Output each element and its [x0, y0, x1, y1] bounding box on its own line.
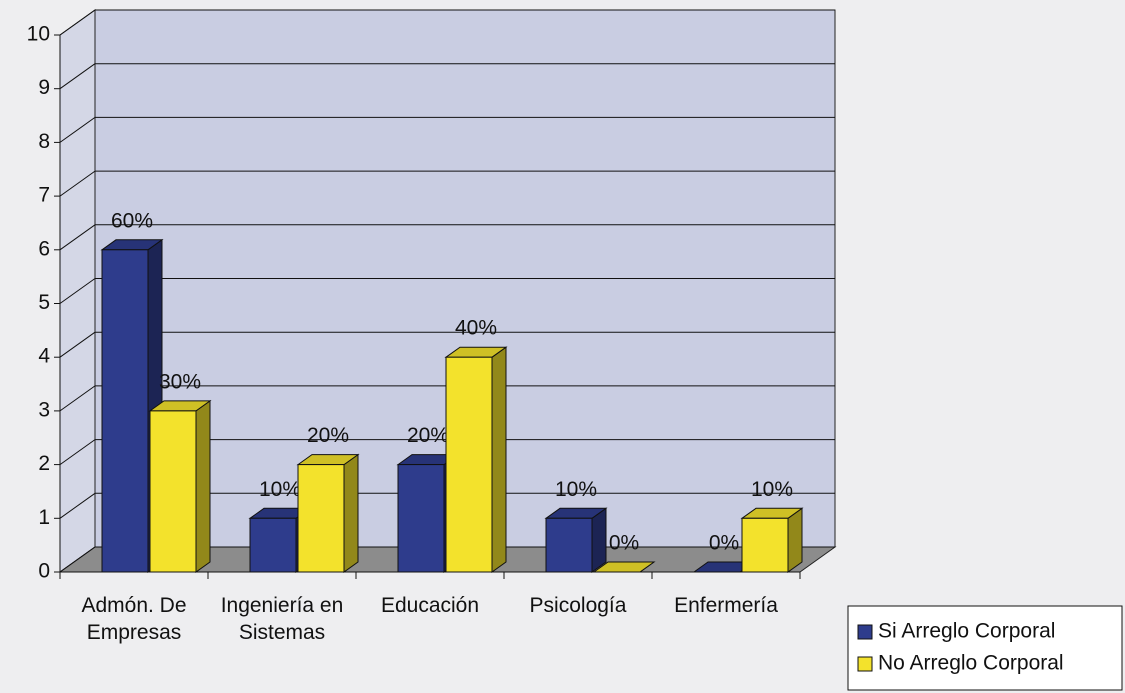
bar-front [101, 249, 149, 573]
legend-swatch [857, 656, 873, 672]
bar-front [397, 464, 445, 573]
y-tick-label: 0 [38, 560, 50, 583]
y-tick-label: 10 [27, 23, 50, 46]
x-tick-label: Educación [380, 594, 480, 617]
data-label: 20% [407, 424, 449, 447]
y-tick-label: 5 [38, 291, 50, 314]
bar [296, 453, 360, 573]
y-tick-label: 6 [38, 237, 50, 260]
y-tick-label: 1 [38, 506, 50, 529]
bar-side [343, 453, 359, 573]
data-label: 20% [307, 424, 349, 447]
y-tick-label: 9 [38, 76, 50, 99]
y-tick-label: 2 [38, 452, 50, 475]
data-label: 10% [751, 478, 793, 501]
x-tick-label: Ingeniería en Sistemas [220, 594, 344, 644]
bar-side [491, 346, 507, 573]
bar [544, 507, 608, 573]
data-label: 10% [555, 478, 597, 501]
data-label: 10% [259, 478, 301, 501]
data-label: 60% [111, 209, 153, 232]
bar-front [297, 464, 345, 573]
bar-front [741, 517, 789, 573]
y-tick-label: 7 [38, 184, 50, 207]
x-tick-label: Admón. De Empresas [81, 594, 187, 644]
x-tick-label: Psicología [529, 594, 627, 617]
bar-front [249, 517, 297, 573]
grid-line [59, 224, 96, 251]
grid-line [59, 9, 96, 36]
bar [148, 399, 212, 573]
bar [592, 561, 656, 573]
bar-side [195, 399, 211, 573]
grid-line [59, 439, 96, 466]
grid-line [59, 116, 96, 143]
bar-front [149, 410, 197, 573]
bar-side [787, 507, 803, 573]
bar-side [591, 507, 607, 573]
legend-box [847, 605, 1123, 691]
grid-line [59, 63, 96, 90]
data-label: 0% [709, 532, 739, 555]
y-tick-label: 3 [38, 398, 50, 421]
grid-line [59, 331, 96, 358]
grid-line [59, 278, 96, 304]
x-tick-label: Enfermería [674, 594, 778, 617]
grid-line [59, 492, 96, 519]
y-tick-label: 8 [38, 130, 50, 153]
bar-front [545, 517, 593, 573]
legend-label: Si Arreglo Corporal [878, 620, 1055, 643]
legend-swatch [857, 624, 873, 640]
bar [444, 346, 508, 573]
legend-label: No Arreglo Corporal [878, 652, 1064, 675]
grid-line [59, 170, 96, 197]
data-label: 0% [609, 532, 639, 555]
grid-line [59, 385, 96, 412]
data-label: 30% [159, 370, 201, 393]
bar [740, 507, 804, 573]
bar-front [445, 356, 493, 573]
bar-top [592, 561, 656, 573]
data-label: 40% [455, 317, 497, 340]
grid-line [59, 546, 96, 573]
y-tick-label: 4 [38, 345, 50, 368]
